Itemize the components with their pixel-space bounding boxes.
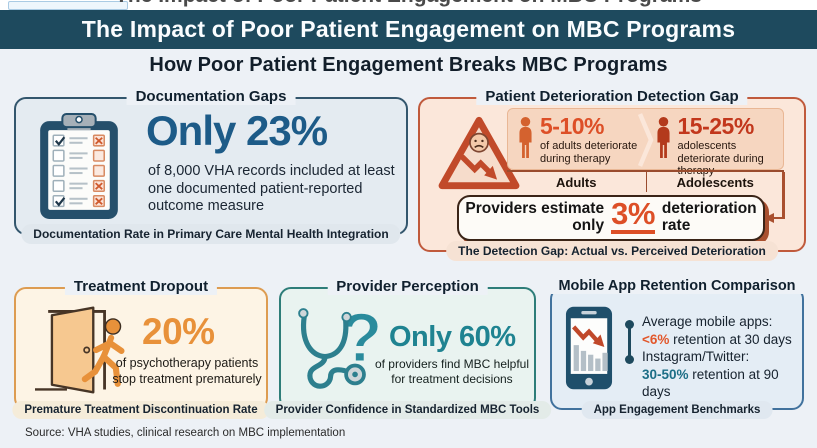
retention-card-footer: App Engagement Benchmarks — [581, 401, 773, 419]
estimate-text-left: Providers estimate only — [465, 201, 604, 234]
bullet1-label: Average mobile apps: — [642, 314, 773, 329]
clipboard-checklist-icon — [40, 113, 118, 219]
perception-card-footer: Provider Confidence in Standardized MBC … — [263, 401, 552, 419]
bullet2-label: Instagram/Twitter: — [642, 349, 750, 364]
estimate-text-right: deterioration rate — [662, 201, 757, 234]
bullet1-value: <6% retention at 30 days — [642, 331, 792, 349]
phone-declining-chart-icon — [565, 306, 613, 390]
estimate-line2: only — [572, 217, 605, 234]
estimate-suffix1: deterioration — [661, 200, 757, 218]
top-cutoff-box — [8, 1, 128, 10]
bullet1-stat: <6% — [642, 331, 670, 347]
bullet2-stat: 30-50% — [642, 366, 689, 382]
retention-bullet-average-apps: Average mobile apps: <6% retention at 30… — [642, 313, 792, 348]
bullet-connector-line — [628, 325, 631, 361]
dropout-card-header: Treatment Dropout — [64, 278, 218, 295]
source-note: Source: VHA studies, clinical research o… — [25, 427, 346, 439]
open-door-walking-person-icon — [35, 306, 125, 394]
bullet1-rest: retention at 30 days — [669, 331, 792, 347]
deterioration-card-footer: The Detection Gap: Actual vs. Perceived … — [446, 241, 778, 261]
adult-person-icon — [519, 116, 532, 158]
dropout-stat: 20% — [142, 311, 215, 352]
chevron-divider-icon — [637, 113, 653, 167]
arrow-line-horizontal — [773, 216, 785, 219]
provider-estimate-box: Providers estimate only 3% deterioration… — [457, 195, 765, 241]
perception-stat: Only 60% — [389, 321, 516, 353]
adults-label: Adults — [556, 175, 597, 190]
page-subtitle: How Poor Patient Engagement Breaks MBC P… — [149, 54, 668, 76]
warning-triangle-decline-icon — [438, 116, 520, 190]
perception-description: of providers find MBC helpful for treatm… — [374, 357, 530, 386]
adult-desc: of adults deteriorate during therapy — [540, 140, 638, 165]
documentation-description: of 8,000 VHA records included at least o… — [148, 163, 395, 215]
dropout-card-footer: Premature Treatment Discontinuation Rate — [12, 401, 270, 419]
documentation-card-header: Documentation Gaps — [126, 88, 296, 105]
documentation-stat: Only 23% — [146, 107, 328, 154]
adolescent-person-icon — [656, 116, 670, 158]
deterioration-stats-panel: 5-10% of adults deteriorate during thera… — [507, 108, 784, 177]
adult-stat-block: 5-10% of adults deteriorate during thera… — [508, 109, 646, 169]
deterioration-group-labels: Adults Adolescents — [507, 170, 784, 192]
card-deterioration-gap: Patient Deterioration Detection Gap 5-10… — [418, 88, 806, 261]
card-provider-perception: Provider Perception ? Only 60% of provid… — [263, 278, 552, 419]
adolescent-stat: 15-25% — [677, 113, 755, 139]
perception-card-header: Provider Perception — [327, 278, 488, 295]
estimate-line1: Providers estimate — [465, 200, 605, 218]
bullet-dot — [625, 320, 634, 329]
bullet2-value: 30-50% retention at 90 days — [642, 366, 802, 401]
arrowhead-left-icon — [764, 212, 774, 223]
page-title: The Impact of Poor Patient Engagement on… — [81, 16, 736, 42]
bullet2-rest: retention at 90 days — [642, 366, 779, 400]
card-treatment-dropout: Treatment Dropout 20% of psychotherapy p… — [12, 278, 270, 419]
retention-bullet-social-apps: Instagram/Twitter: 30-50% retention at 9… — [642, 348, 802, 401]
deterioration-card-header: Patient Deterioration Detection Gap — [476, 88, 748, 105]
top-cutoff-text: The Impact of Poor Patient Engagement on… — [0, 0, 817, 8]
stethoscope-question-icon: ? — [298, 303, 383, 389]
retention-card-header: Mobile App Retention Comparison — [549, 278, 805, 294]
top-cutoff-strip: The Impact of Poor Patient Engagement on… — [0, 0, 817, 10]
estimate-suffix2: rate — [661, 217, 691, 234]
card-mobile-app-retention: Mobile App Retention Comparison Average … — [549, 278, 805, 419]
title-banner: The Impact of Poor Patient Engagement on… — [0, 10, 817, 49]
arrow-line-vertical — [782, 172, 785, 218]
adolescent-stat-block: 15-25% adolescents deteriorate during th… — [646, 109, 784, 177]
dropout-description: of psychotherapy patients stop treatment… — [112, 356, 262, 386]
card-documentation-gaps: Documentation Gaps — [14, 88, 408, 244]
walking-person-figure — [81, 334, 125, 387]
adult-stat: 5-10% — [540, 113, 604, 139]
documentation-card-footer: Documentation Rate in Primary Care Menta… — [21, 224, 401, 244]
adolescents-label: Adolescents — [645, 172, 785, 192]
estimate-stat: 3% — [611, 198, 655, 235]
